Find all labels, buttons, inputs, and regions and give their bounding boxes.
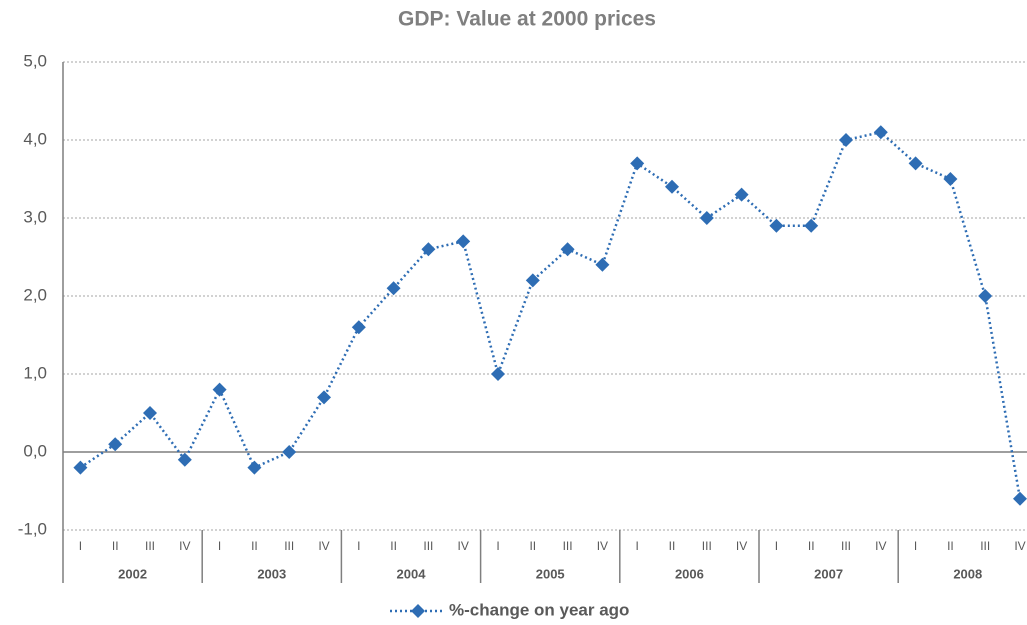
x-tick-label: IV bbox=[1014, 539, 1025, 553]
x-tick-label: IV bbox=[597, 539, 608, 553]
point-marker bbox=[108, 437, 123, 452]
year-label: 2006 bbox=[675, 566, 704, 581]
point-marker bbox=[560, 242, 575, 257]
year-label: 2005 bbox=[536, 566, 565, 581]
x-tick-label: III bbox=[702, 539, 712, 553]
point-marker bbox=[386, 281, 401, 296]
point-marker bbox=[351, 320, 366, 335]
x-tick-label: III bbox=[423, 539, 433, 553]
x-tick-label: I bbox=[357, 539, 360, 553]
y-tick-label: 4,0 bbox=[23, 129, 47, 148]
year-label: 2004 bbox=[397, 566, 427, 581]
x-tick-label: IV bbox=[318, 539, 329, 553]
point-marker bbox=[212, 382, 227, 397]
x-tick-label: I bbox=[775, 539, 778, 553]
series-line bbox=[79, 130, 1022, 500]
y-tick-label: 1,0 bbox=[23, 363, 47, 382]
y-tick-label: 5,0 bbox=[23, 51, 47, 70]
point-marker bbox=[456, 234, 471, 249]
point-marker bbox=[421, 242, 436, 257]
point-marker bbox=[665, 179, 679, 194]
point-marker bbox=[595, 257, 610, 272]
x-tick-label: IV bbox=[179, 539, 190, 553]
x-tick-label: II bbox=[947, 539, 954, 553]
year-label: 2007 bbox=[814, 566, 843, 581]
x-tick-label: II bbox=[390, 539, 397, 553]
x-tick-label: I bbox=[914, 539, 917, 553]
point-marker bbox=[943, 172, 958, 186]
x-tick-label: III bbox=[563, 539, 573, 553]
point-marker bbox=[804, 218, 819, 233]
point-marker bbox=[978, 289, 993, 303]
x-tick-label: II bbox=[112, 539, 119, 553]
y-tick-label: 0,0 bbox=[23, 441, 47, 460]
point-marker bbox=[247, 460, 262, 475]
x-tick-label: II bbox=[529, 539, 536, 553]
year-label: 2002 bbox=[118, 566, 147, 581]
x-tick-label: II bbox=[808, 539, 815, 553]
x-tick-label: I bbox=[79, 539, 82, 553]
point-marker bbox=[873, 125, 888, 140]
point-marker bbox=[1013, 491, 1027, 506]
point-marker bbox=[734, 187, 749, 202]
y-tick-label: 3,0 bbox=[23, 207, 47, 226]
x-tick-label: III bbox=[145, 539, 155, 553]
x-tick-label: III bbox=[980, 539, 990, 553]
point-marker bbox=[491, 367, 505, 381]
point-marker bbox=[525, 273, 540, 288]
point-marker bbox=[699, 211, 714, 225]
point-marker bbox=[908, 156, 923, 171]
x-tick-label: IV bbox=[458, 539, 469, 553]
point-marker bbox=[143, 406, 157, 420]
x-tick-label: III bbox=[841, 539, 851, 553]
point-marker bbox=[282, 445, 297, 459]
legend-label: %-change on year ago bbox=[449, 600, 629, 619]
year-label: 2003 bbox=[257, 566, 286, 581]
x-tick-label: II bbox=[669, 539, 676, 553]
x-tick-label: I bbox=[496, 539, 499, 553]
x-tick-label: I bbox=[636, 539, 639, 553]
point-marker bbox=[177, 452, 192, 467]
point-marker bbox=[630, 156, 645, 171]
point-marker bbox=[317, 390, 331, 405]
point-marker bbox=[839, 133, 853, 147]
x-tick-label: IV bbox=[875, 539, 886, 553]
chart-title: GDP: Value at 2000 prices bbox=[398, 8, 656, 31]
x-tick-label: I bbox=[218, 539, 221, 553]
legend-marker bbox=[411, 604, 425, 618]
y-tick-label: -1,0 bbox=[18, 519, 47, 538]
x-tick-label: IV bbox=[736, 539, 747, 553]
y-tick-label: 2,0 bbox=[23, 285, 47, 304]
x-tick-label: III bbox=[284, 539, 294, 553]
x-tick-label: II bbox=[251, 539, 258, 553]
year-label: 2008 bbox=[953, 566, 982, 581]
point-marker bbox=[769, 218, 784, 233]
point-marker bbox=[73, 460, 88, 475]
